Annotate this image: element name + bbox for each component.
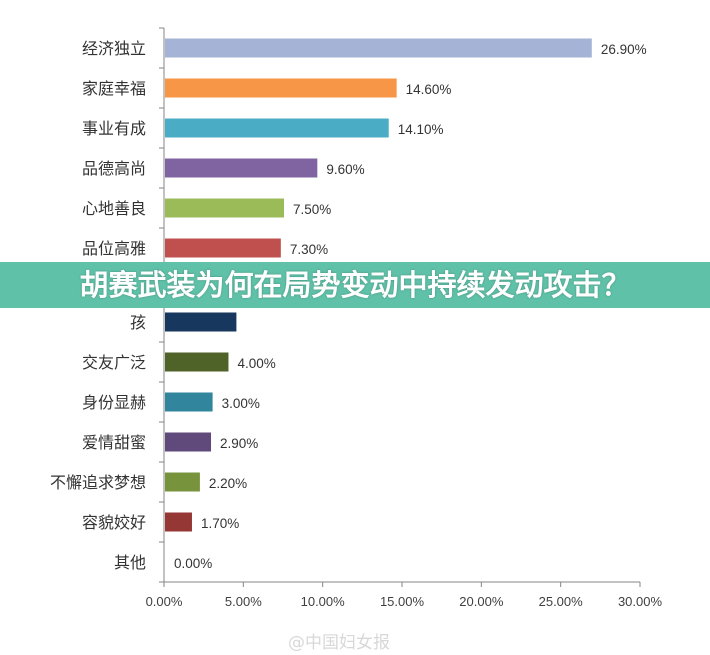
category-label: 容貌姣好 (82, 513, 146, 532)
category-label: 品德高尚 (82, 159, 146, 178)
data-label: 7.50% (293, 202, 331, 217)
headline-banner: 胡赛武装为何在局势变动中持续发动攻击？ (0, 262, 710, 308)
data-label: 4.00% (237, 356, 275, 371)
data-label: 0.00% (174, 556, 212, 571)
data-label: 7.30% (290, 242, 328, 257)
bar (165, 512, 192, 532)
bar (165, 38, 592, 58)
data-label: 14.10% (398, 122, 444, 137)
category-label: 孩 (130, 313, 146, 332)
data-label: 2.90% (220, 436, 258, 451)
x-tick-label: 0.00% (146, 594, 183, 609)
category-label: 心地善良 (82, 199, 146, 218)
bar (165, 352, 229, 372)
bar (165, 392, 213, 412)
category-label: 不懈追求梦想 (50, 473, 146, 492)
category-label: 经济独立 (82, 39, 146, 58)
bar (165, 432, 212, 452)
data-label: 3.00% (222, 396, 260, 411)
data-label: 9.60% (326, 162, 364, 177)
x-tick-label: 15.00% (380, 594, 425, 609)
category-label: 身份显赫 (82, 393, 146, 412)
bar (165, 238, 281, 258)
bar (165, 472, 200, 492)
data-label: 14.60% (406, 82, 452, 97)
data-label: 2.20% (209, 476, 247, 491)
x-tick-label: 5.00% (225, 594, 262, 609)
bar (165, 118, 389, 138)
bar (165, 78, 397, 98)
category-label: 交友广泛 (82, 353, 146, 372)
bar (165, 158, 318, 178)
bar (165, 312, 237, 332)
x-tick-label: 10.00% (301, 594, 346, 609)
x-tick-label: 25.00% (539, 594, 584, 609)
category-label: 爱情甜蜜 (82, 433, 146, 452)
category-label: 事业有成 (82, 119, 146, 138)
category-label: 其他 (114, 553, 146, 572)
data-label: 26.90% (601, 42, 647, 57)
x-tick-label: 20.00% (459, 594, 504, 609)
data-label: 1.70% (201, 516, 239, 531)
bar (165, 198, 284, 218)
headline-title: 胡赛武装为何在局势变动中持续发动攻击？ (79, 268, 631, 302)
weibo-watermark: @中国妇女报 (288, 633, 390, 653)
x-tick-label: 30.00% (618, 594, 663, 609)
category-label: 品位高雅 (82, 239, 146, 258)
category-label: 家庭幸福 (82, 79, 146, 98)
